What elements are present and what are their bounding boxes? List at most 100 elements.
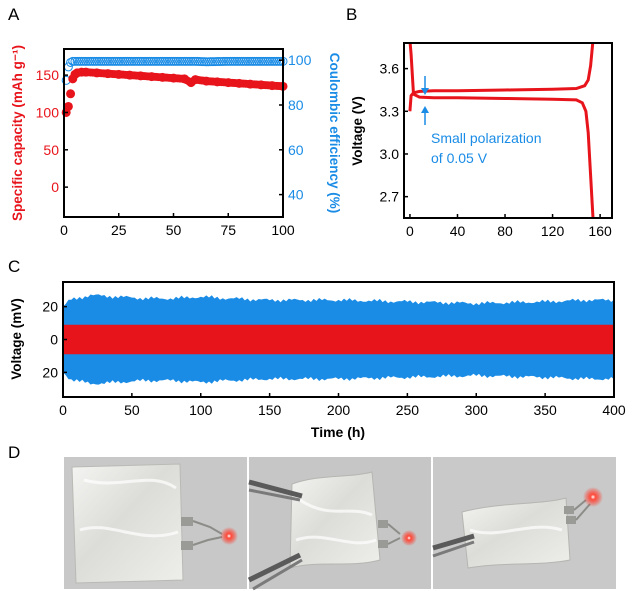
a-ce-point bbox=[142, 56, 152, 66]
a-ce-point bbox=[186, 56, 196, 66]
a-ce-point bbox=[256, 56, 266, 66]
a-ce-point bbox=[77, 56, 87, 66]
a-y2tick-label: 40 bbox=[288, 187, 304, 203]
a-capacity-keypoint bbox=[92, 68, 102, 78]
a-ce-point bbox=[269, 56, 279, 66]
chart-c-series bbox=[63, 294, 614, 385]
a-ce-point bbox=[70, 56, 80, 66]
a-capacity-keypoint bbox=[179, 74, 189, 84]
a-ce-point bbox=[217, 56, 227, 66]
a-ce-point bbox=[164, 56, 174, 66]
a-capacity-keypoint bbox=[103, 69, 113, 79]
b-xtick-label: 0 bbox=[406, 223, 414, 239]
chart-a-y2label: Coulombic efficiency (%) bbox=[327, 53, 342, 214]
a-ce-point bbox=[160, 56, 170, 66]
c-xtick-label: 200 bbox=[327, 402, 351, 418]
polarization-arrows bbox=[421, 76, 429, 125]
a-ce-point bbox=[92, 56, 102, 66]
a-ce-point bbox=[74, 56, 84, 66]
a-ce-point bbox=[173, 56, 183, 66]
a-ce-point bbox=[140, 56, 150, 66]
a-ce-point bbox=[136, 56, 146, 66]
a-ce-point bbox=[151, 56, 161, 66]
a-capacity-keypoint bbox=[245, 79, 255, 89]
a-ce-point bbox=[149, 56, 159, 66]
a-ce-point bbox=[125, 56, 135, 66]
chart-a-series bbox=[61, 56, 288, 117]
a-ce-point bbox=[85, 56, 95, 66]
a-ce-point bbox=[158, 56, 168, 66]
c-ytick-label: 20 bbox=[42, 364, 58, 380]
a-xtick-label: 100 bbox=[271, 222, 295, 238]
a-ce-point bbox=[245, 56, 255, 66]
b-xtick-label: 80 bbox=[497, 223, 513, 239]
a-ce-point bbox=[171, 56, 181, 66]
a-ce-point bbox=[182, 56, 192, 66]
polarization-note-line2: of 0.05 V bbox=[431, 150, 488, 166]
a-ce-point bbox=[66, 57, 76, 67]
a-ce-point bbox=[63, 62, 73, 72]
chart-b-ticks: 0 40 80 120 160 2.7 3.0 3.3 3.6 bbox=[380, 61, 612, 239]
a-xtick-label: 50 bbox=[166, 222, 182, 238]
a-ce-point bbox=[109, 56, 119, 66]
c-xtick-label: 0 bbox=[59, 402, 67, 418]
a-ce-point bbox=[271, 56, 281, 66]
a-ce-point bbox=[201, 57, 211, 67]
chart-a-ylabel: Specific capacity (mAh g⁻¹) bbox=[10, 45, 25, 221]
a-ytick-label: 150 bbox=[36, 67, 60, 83]
panel-label-c: C bbox=[8, 257, 20, 276]
a-ce-point bbox=[118, 56, 128, 66]
a-ce-point bbox=[94, 56, 104, 66]
a-ce-point bbox=[166, 56, 176, 66]
a-ce-point bbox=[116, 56, 126, 66]
photo-flat-pouch bbox=[64, 457, 247, 589]
a-ce-point bbox=[258, 56, 268, 66]
chart-b-ylabel: Voltage (V) bbox=[350, 96, 365, 166]
panel-label-d: D bbox=[8, 443, 20, 462]
b-xtick-label: 120 bbox=[541, 223, 565, 239]
a-ce-point bbox=[155, 56, 165, 66]
a-ce-point bbox=[260, 56, 270, 66]
a-ce-point bbox=[129, 56, 139, 66]
polarization-note-line1: Small polarization bbox=[431, 130, 542, 146]
a-ce-point bbox=[153, 56, 163, 66]
a-ce-point bbox=[223, 56, 233, 66]
a-ce-point bbox=[107, 56, 117, 66]
panel-label-b: B bbox=[346, 5, 357, 24]
photo-bent-pouch bbox=[247, 457, 431, 591]
c-xtick-label: 300 bbox=[465, 402, 489, 418]
a-capacity-keypoint bbox=[125, 70, 135, 80]
a-ce-point bbox=[138, 56, 148, 66]
a-ce-point bbox=[208, 57, 218, 67]
c-ytick-label: 20 bbox=[42, 299, 58, 315]
chart-c-ylabel: Voltage (mV) bbox=[9, 298, 24, 380]
a-ce-point bbox=[103, 56, 113, 66]
c-xtick-label: 50 bbox=[124, 402, 140, 418]
a-ce-point bbox=[232, 56, 242, 66]
chart-c-xlabel: Time (h) bbox=[311, 424, 365, 440]
a-ce-point bbox=[263, 56, 273, 66]
panel-label-a: A bbox=[8, 5, 20, 24]
a-ce-point bbox=[177, 56, 187, 66]
a-ce-point bbox=[98, 56, 108, 66]
a-ce-point bbox=[188, 56, 198, 66]
a-ce-point bbox=[68, 56, 78, 66]
a-ce-point bbox=[79, 56, 89, 66]
a-ce-point bbox=[241, 56, 251, 66]
a-ce-point bbox=[239, 56, 249, 66]
a-ce-point bbox=[72, 56, 82, 66]
a-capacity-keypoint bbox=[234, 78, 244, 88]
a-ce-point bbox=[87, 56, 97, 66]
a-ce-point bbox=[204, 57, 214, 67]
a-xtick-label: 0 bbox=[60, 222, 68, 238]
a-ce-point bbox=[162, 56, 172, 66]
a-capacity-keypoint bbox=[81, 67, 91, 77]
a-ce-point bbox=[265, 56, 275, 66]
a-ce-point bbox=[147, 56, 157, 66]
a-ce-point bbox=[105, 56, 115, 66]
a-ce-point bbox=[179, 56, 189, 66]
a-capacity-keypoint bbox=[158, 72, 168, 82]
b-ytick-label: 2.7 bbox=[380, 189, 400, 205]
a-xtick-label: 75 bbox=[220, 222, 236, 238]
